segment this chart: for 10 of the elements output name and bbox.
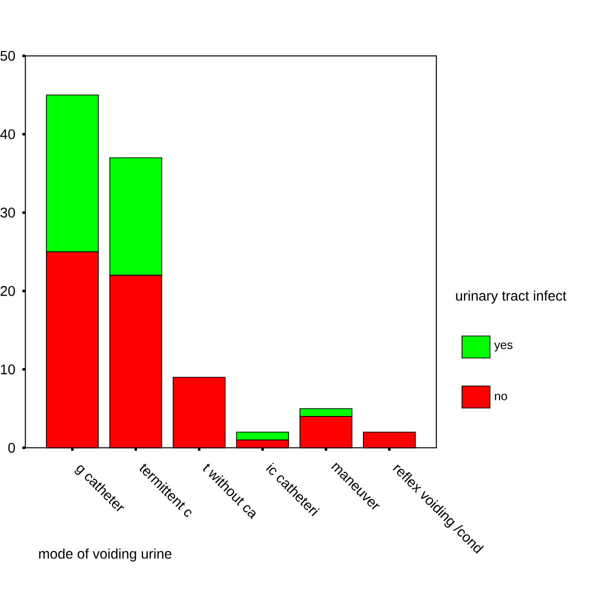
- legend-title: urinary tract infect: [456, 290, 566, 304]
- y-tick-label: 40: [0, 129, 15, 140]
- y-tick-label: 10: [0, 364, 15, 374]
- x-axis-title: mode of voiding urine: [39, 548, 172, 562]
- y-tick-label: 20: [0, 286, 15, 296]
- y-tick-label: 50: [0, 50, 15, 61]
- legend-label: no: [495, 394, 508, 400]
- y-tick-label: 30: [0, 208, 15, 218]
- legend-label: yes: [494, 342, 512, 352]
- y-tick-label: 0: [8, 442, 15, 453]
